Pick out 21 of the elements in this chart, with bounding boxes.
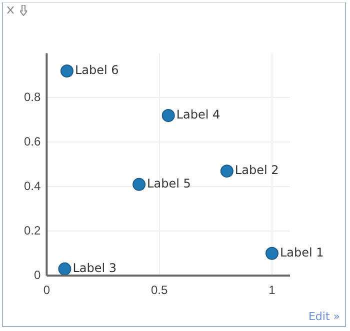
annotation: Label 4 xyxy=(176,108,220,122)
point xyxy=(265,246,278,260)
x-tick-label: 0 xyxy=(43,283,50,298)
point xyxy=(132,178,146,191)
point xyxy=(58,262,72,276)
annotation: Label 3 xyxy=(72,261,117,276)
y-tick-label: 0 xyxy=(34,268,41,282)
annotation: Label 2 xyxy=(234,163,279,178)
point xyxy=(60,64,74,78)
annotation: Label 6 xyxy=(74,63,119,78)
annotation: Label 5 xyxy=(147,176,191,191)
y-tick-label: 0.2 xyxy=(24,223,41,238)
x-tick-label: 1 xyxy=(268,283,276,298)
point xyxy=(162,108,175,122)
x-tick-label: 0.5 xyxy=(150,283,168,298)
point xyxy=(220,164,234,178)
y-tick-label: 0.6 xyxy=(24,134,41,148)
annotation: Label 1 xyxy=(280,245,324,260)
text: Edit » xyxy=(308,310,340,323)
y-tick-label: 0.4 xyxy=(24,178,41,193)
y-tick-label: 0.8 xyxy=(24,90,41,104)
